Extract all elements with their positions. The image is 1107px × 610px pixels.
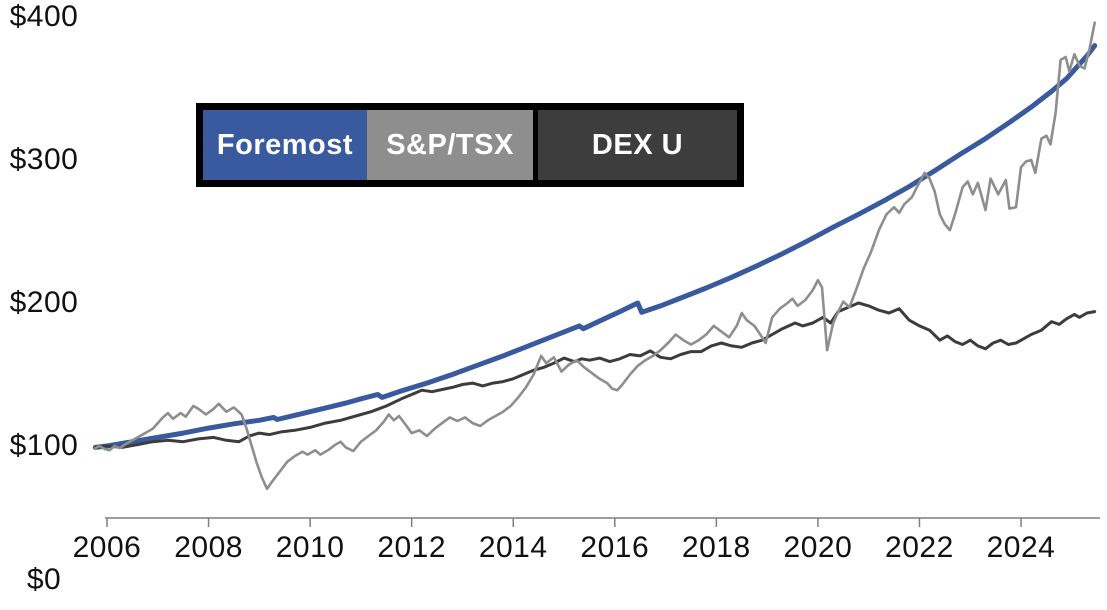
x-axis-label-2018: 2018 (681, 531, 751, 564)
legend-label-foremost: Foremost (216, 128, 354, 161)
x-axis-label-2006: 2006 (72, 531, 142, 564)
x-axis-label-2012: 2012 (377, 531, 447, 564)
x-axis-label-2008: 2008 (174, 531, 243, 564)
y-axis-label-200: $200 (9, 286, 79, 319)
x-axis-label-2024: 2024 (986, 531, 1056, 564)
x-axis-label-2020: 2020 (783, 531, 853, 564)
series-line-dex-u (93, 301, 1097, 449)
series-line-s-p-tsx (94, 21, 1096, 491)
x-axis-label-2022: 2022 (885, 531, 954, 564)
x-axis-label-2010: 2010 (275, 531, 345, 564)
legend-item-sptsx: S&P/TSX (367, 110, 533, 180)
legend: Foremost S&P/TSX DEX U (196, 103, 744, 187)
series-line-foremost (92, 43, 1098, 450)
y-axis-label-0: $0 (26, 563, 62, 596)
legend-item-dexu: DEX U (538, 110, 737, 180)
legend-item-foremost: Foremost (203, 110, 367, 180)
y-axis-label-100: $100 (9, 429, 79, 462)
y-axis-label-300: $300 (9, 143, 79, 176)
legend-label-dexu: DEX U (591, 128, 684, 161)
y-axis-label-400: $400 (9, 0, 79, 33)
legend-label-sptsx: S&P/TSX (386, 128, 514, 161)
x-axis-label-2016: 2016 (580, 531, 650, 564)
x-axis-label-2014: 2014 (478, 531, 548, 564)
